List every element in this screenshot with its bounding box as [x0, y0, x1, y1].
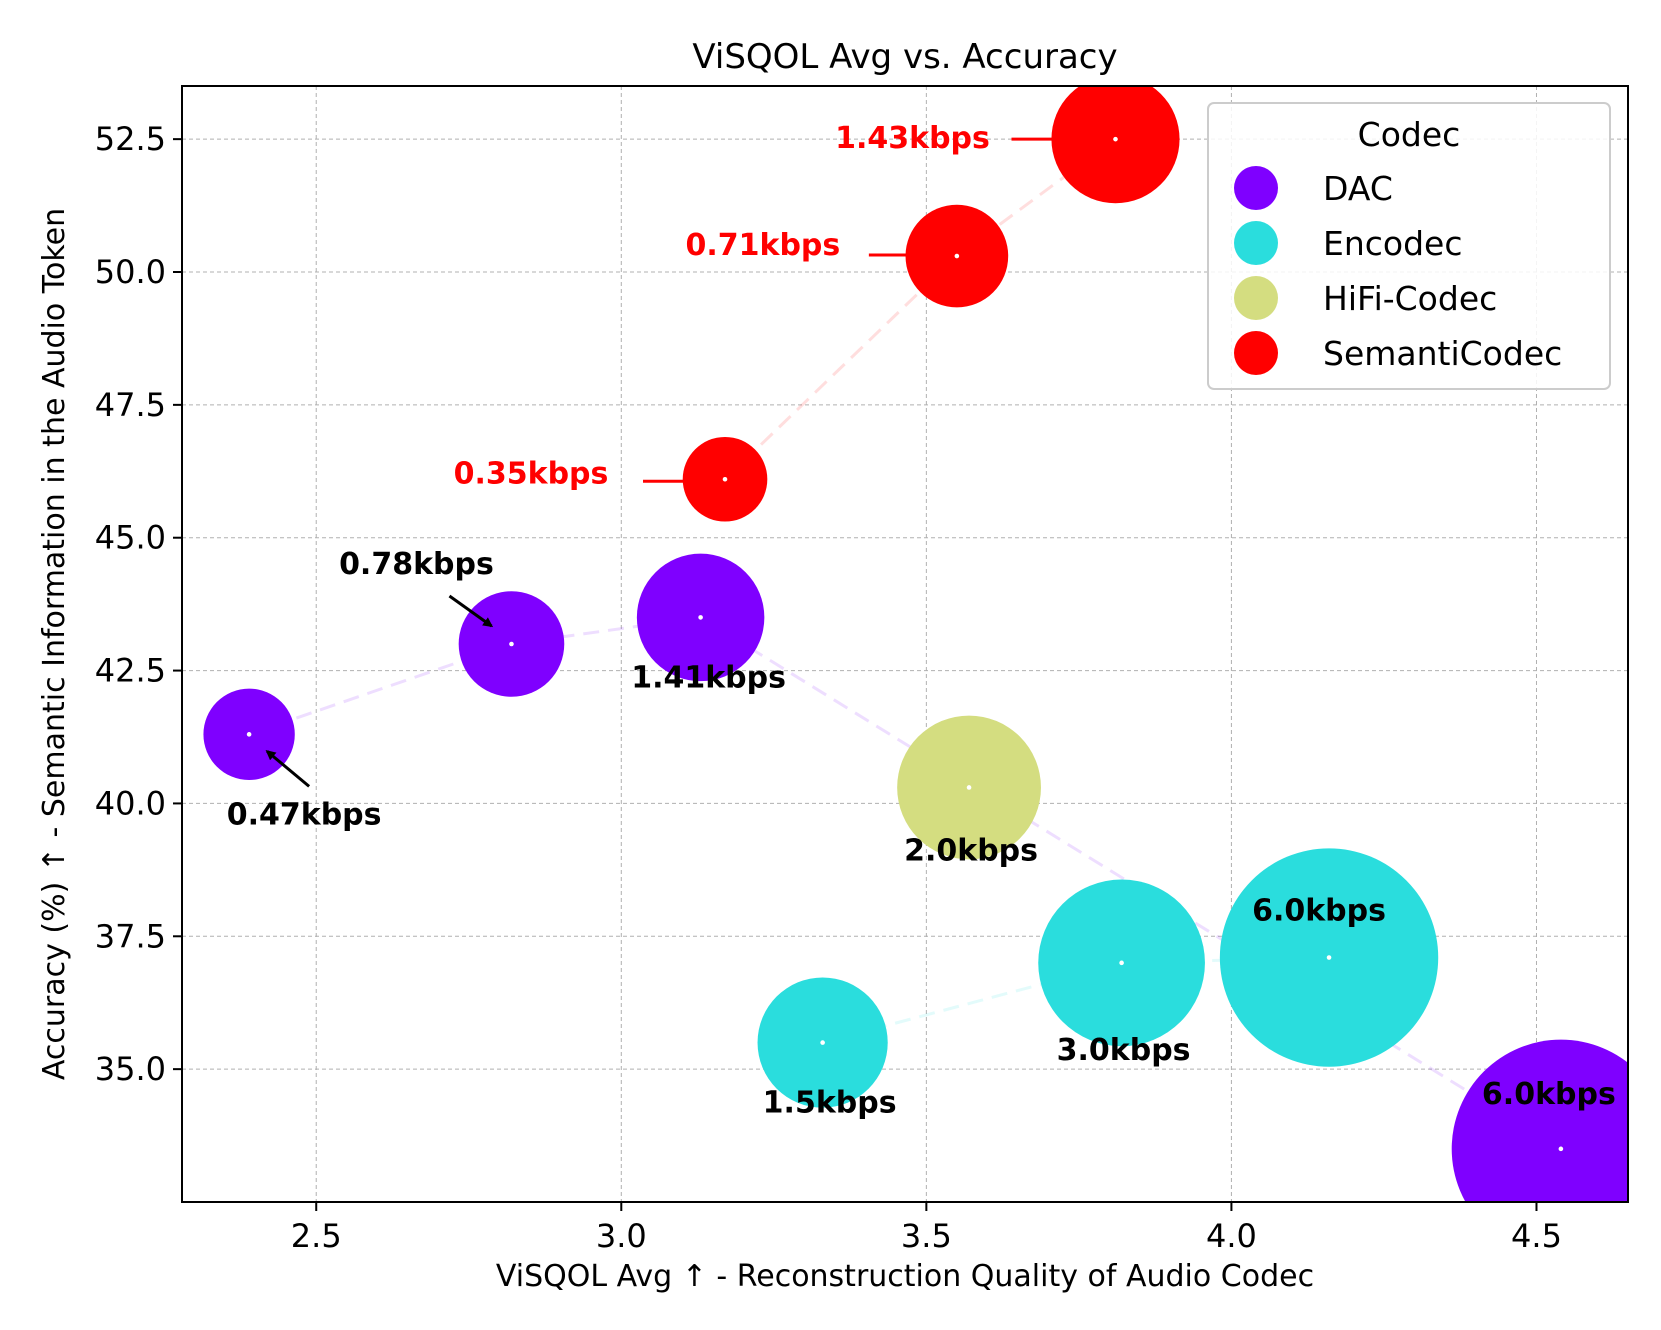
legend-title: Codec	[1358, 115, 1461, 154]
bubble-center-dot	[966, 785, 972, 790]
x-tick-label: 3.5	[901, 1217, 952, 1255]
point-label: 1.43kbps	[835, 121, 990, 156]
series-line-semanticodec	[723, 137, 1117, 481]
legend-box	[1207, 102, 1611, 390]
bubble-center-dot	[722, 476, 728, 482]
bubbles	[203, 86, 1628, 1202]
axis-ticks: 2.5 3.0 3.5 4.0 4.5 35.0 37.5 40.0 42.5 45.0 47.5 5…	[95, 120, 1562, 1255]
annotations: 0.47kbps 0.78kbps 1.41kbps 6.0kbps 1.5kbps 3.…	[227, 121, 1616, 1120]
legend-marker-semanticodec	[1234, 331, 1278, 375]
bubble-center-dot	[509, 641, 514, 647]
x-tick-label: 3.0	[596, 1217, 647, 1255]
y-tick-label: 52.5	[95, 120, 166, 158]
y-tick-label: 37.5	[95, 917, 166, 955]
legend-label: Encodec	[1323, 224, 1463, 263]
y-tick-label: 47.5	[95, 386, 166, 424]
point-label: 0.47kbps	[227, 797, 382, 832]
bubble-center-dot	[820, 1040, 825, 1045]
annotation-arrow	[448, 594, 494, 628]
chart-title: ViSQOL Avg vs. Accuracy	[692, 37, 1117, 77]
point-label: 0.78kbps	[339, 547, 494, 582]
plot-frame	[181, 85, 1629, 1203]
series-line-dac	[248, 615, 1562, 1151]
point-label: 1.41kbps	[631, 660, 786, 695]
legend-marker-dac	[1234, 166, 1278, 210]
y-tick-label: 35.0	[95, 1050, 166, 1088]
bubble-center-dot	[1326, 955, 1332, 960]
x-axis-label: ViSQOL Avg ↑ - Reconstruction Quality of…	[496, 1259, 1314, 1294]
annotation-arrow	[265, 750, 311, 788]
point-label: 1.5kbps	[763, 1086, 897, 1121]
point-label: 0.71kbps	[685, 228, 840, 263]
point-label: 3.0kbps	[1057, 1033, 1191, 1068]
legend-label: SemantiCodec	[1323, 334, 1562, 373]
bubble-center-dot	[1113, 136, 1118, 142]
y-axis-label: Accuracy (%) ↑ - Semantic Information in…	[37, 208, 72, 1080]
bubble-dac	[1451, 1039, 1628, 1202]
legend-label: DAC	[1323, 169, 1393, 208]
y-tick-label: 50.0	[95, 253, 166, 291]
y-tick-label: 45.0	[95, 519, 166, 557]
legend: Codec DAC Encodec HiFi-Codec SemantiCodec	[1207, 102, 1611, 390]
bubble-semanticodec	[1051, 86, 1180, 204]
point-label: 0.35kbps	[454, 456, 609, 491]
bubble-center-dot	[1558, 1146, 1564, 1152]
legend-label: HiFi-Codec	[1323, 279, 1497, 318]
point-label: 6.0kbps	[1482, 1077, 1616, 1112]
legend-marker-encodec	[1234, 221, 1278, 265]
y-tick-label: 42.5	[95, 652, 166, 690]
legend-marker-hifi-codec	[1234, 276, 1278, 320]
point-label: 6.0kbps	[1252, 894, 1386, 929]
bubble-center-dot	[954, 253, 960, 259]
bubble-center-dot	[246, 732, 252, 737]
y-tick-label: 40.0	[95, 784, 166, 822]
point-label: 2.0kbps	[904, 833, 1038, 868]
x-tick-label: 4.5	[1511, 1217, 1562, 1255]
bubble-center-dot	[1119, 960, 1124, 966]
bubble-center-dot	[698, 615, 703, 620]
x-tick-label: 4.0	[1206, 1217, 1257, 1255]
x-tick-label: 2.5	[291, 1217, 342, 1255]
